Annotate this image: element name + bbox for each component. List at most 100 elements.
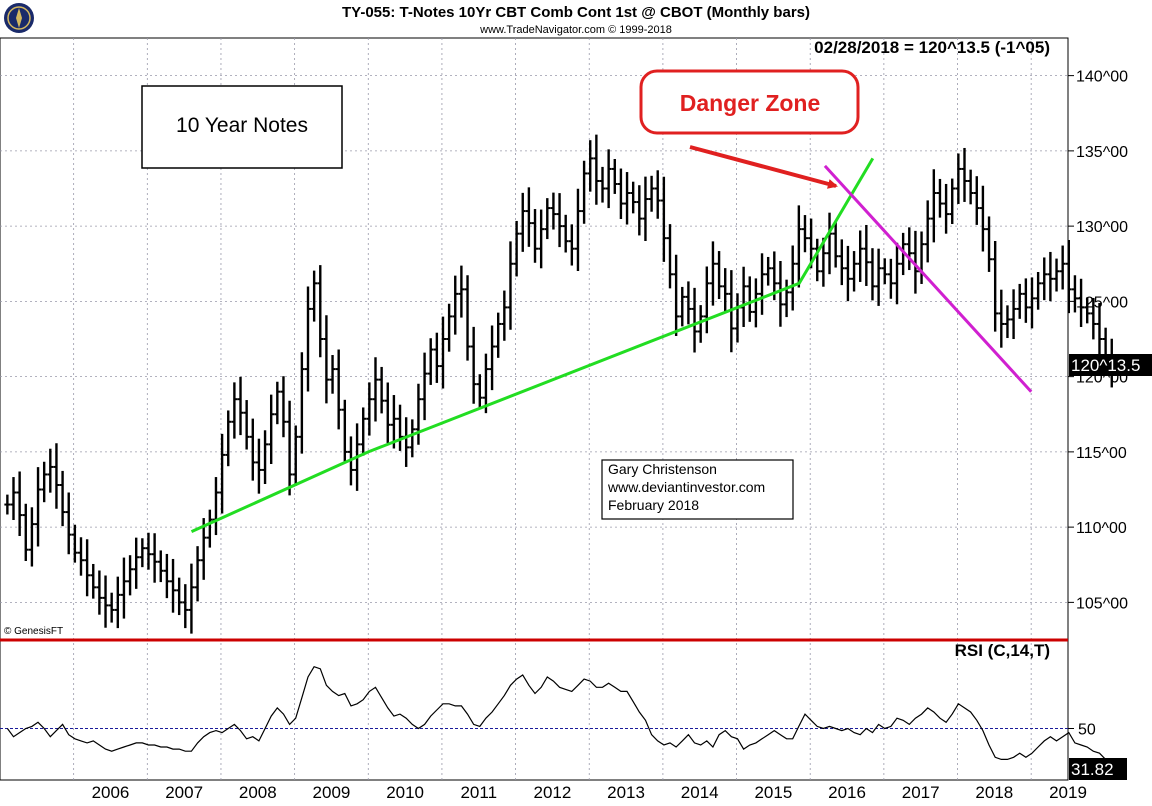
price-bar — [262, 430, 269, 485]
price-bar — [679, 286, 686, 327]
author-name: Gary Christenson — [608, 461, 717, 477]
x-tick-label: 2007 — [165, 783, 203, 802]
price-bar — [305, 286, 312, 392]
author-date: February 2018 — [608, 497, 699, 513]
price-bar — [120, 557, 127, 619]
price-bar — [28, 507, 35, 567]
price-bar — [90, 563, 97, 599]
price-bar — [587, 140, 594, 192]
price-bar — [268, 394, 275, 464]
y-tick-label: 135^00 — [1076, 144, 1128, 161]
grid — [0, 38, 1068, 780]
price-bar — [986, 216, 993, 272]
price-bar — [562, 214, 569, 253]
price-bar — [255, 438, 262, 494]
price-bar — [421, 352, 428, 421]
price-bar — [458, 265, 465, 318]
price-bar — [372, 357, 379, 422]
price-bar — [808, 218, 815, 269]
price-bar — [335, 349, 342, 430]
price-bar — [611, 159, 618, 194]
price-bar — [59, 470, 66, 527]
price-bar — [397, 404, 404, 451]
label-box — [141, 85, 343, 169]
price-bar — [482, 353, 489, 414]
price-bar — [194, 546, 201, 602]
price-bar — [360, 407, 367, 456]
price-bar — [519, 192, 526, 252]
trendlines — [190, 157, 1033, 533]
y-tick-label: 115^00 — [1076, 445, 1127, 462]
price-bar — [274, 381, 281, 425]
price-bar — [495, 312, 502, 358]
price-bar — [605, 149, 612, 209]
price-bar — [697, 305, 704, 343]
x-tick-label: 2006 — [92, 783, 130, 802]
price-bar — [114, 576, 121, 629]
y-tick-label: 125^00 — [1076, 294, 1128, 311]
danger-zone-text: Danger Zone — [680, 90, 821, 116]
price-bar — [145, 532, 152, 570]
price-bar — [489, 325, 496, 391]
price-bar — [133, 537, 140, 589]
copyright-text: www.TradeNavigator.com © 1999-2018 — [479, 24, 672, 36]
price-bar — [617, 168, 624, 220]
price-bar — [630, 181, 637, 214]
price-bar — [390, 395, 397, 449]
price-bar — [599, 166, 606, 203]
price-bar — [1053, 258, 1060, 292]
price-bar — [464, 275, 471, 361]
price-bar — [1059, 245, 1066, 290]
price-bar — [992, 241, 999, 332]
price-bar — [752, 278, 759, 328]
price-bar — [777, 260, 784, 327]
price-bar — [84, 539, 91, 597]
price-bar — [433, 332, 440, 383]
price-bar — [47, 448, 54, 493]
x-tick-label: 2017 — [902, 783, 940, 802]
price-bar — [507, 241, 514, 330]
price-bar — [765, 256, 772, 286]
price-bar — [844, 245, 851, 302]
last-price-tag — [1069, 354, 1152, 376]
y-tick-label: 105^00 — [1076, 595, 1128, 612]
price-bar — [292, 425, 299, 486]
price-bar — [225, 410, 232, 467]
price-bar — [538, 209, 545, 269]
price-bar — [71, 524, 78, 563]
price-bar — [1010, 289, 1017, 340]
price-bar — [648, 175, 655, 212]
price-bar — [556, 193, 563, 248]
price-bar — [525, 187, 532, 247]
price-bar — [200, 518, 207, 580]
price-bar — [838, 239, 845, 286]
price-bar — [544, 198, 551, 240]
price-bar — [219, 433, 226, 514]
y-axis: 105^00110^00115^00120^00125^00130^00135^… — [1068, 69, 1128, 739]
price-bar — [151, 533, 158, 583]
price-bar — [1084, 297, 1091, 324]
price-bar — [685, 281, 692, 325]
price-bar — [157, 550, 164, 583]
rsi-value-tag — [1069, 758, 1127, 780]
price-bar — [1028, 277, 1035, 329]
x-tick-label: 2013 — [607, 783, 645, 802]
price-bar — [1004, 305, 1011, 339]
x-tick-label: 2015 — [754, 783, 792, 802]
price-bar — [1047, 251, 1054, 302]
price-bar — [1096, 302, 1103, 360]
price-bar — [286, 400, 293, 496]
label-box-text: 10 Year Notes — [176, 114, 308, 137]
price-bar — [366, 382, 373, 436]
price-bar — [550, 192, 557, 230]
price-bar — [943, 183, 950, 234]
rsi-title: RSI (C,14,T) — [955, 641, 1050, 660]
compass-logo-icon — [4, 3, 34, 33]
price-bar — [249, 418, 256, 481]
price-bar — [795, 205, 802, 288]
price-bar — [188, 563, 195, 634]
price-bar — [691, 287, 698, 353]
price-bar — [801, 215, 808, 253]
price-bar — [41, 461, 48, 503]
price-bar — [182, 584, 189, 629]
